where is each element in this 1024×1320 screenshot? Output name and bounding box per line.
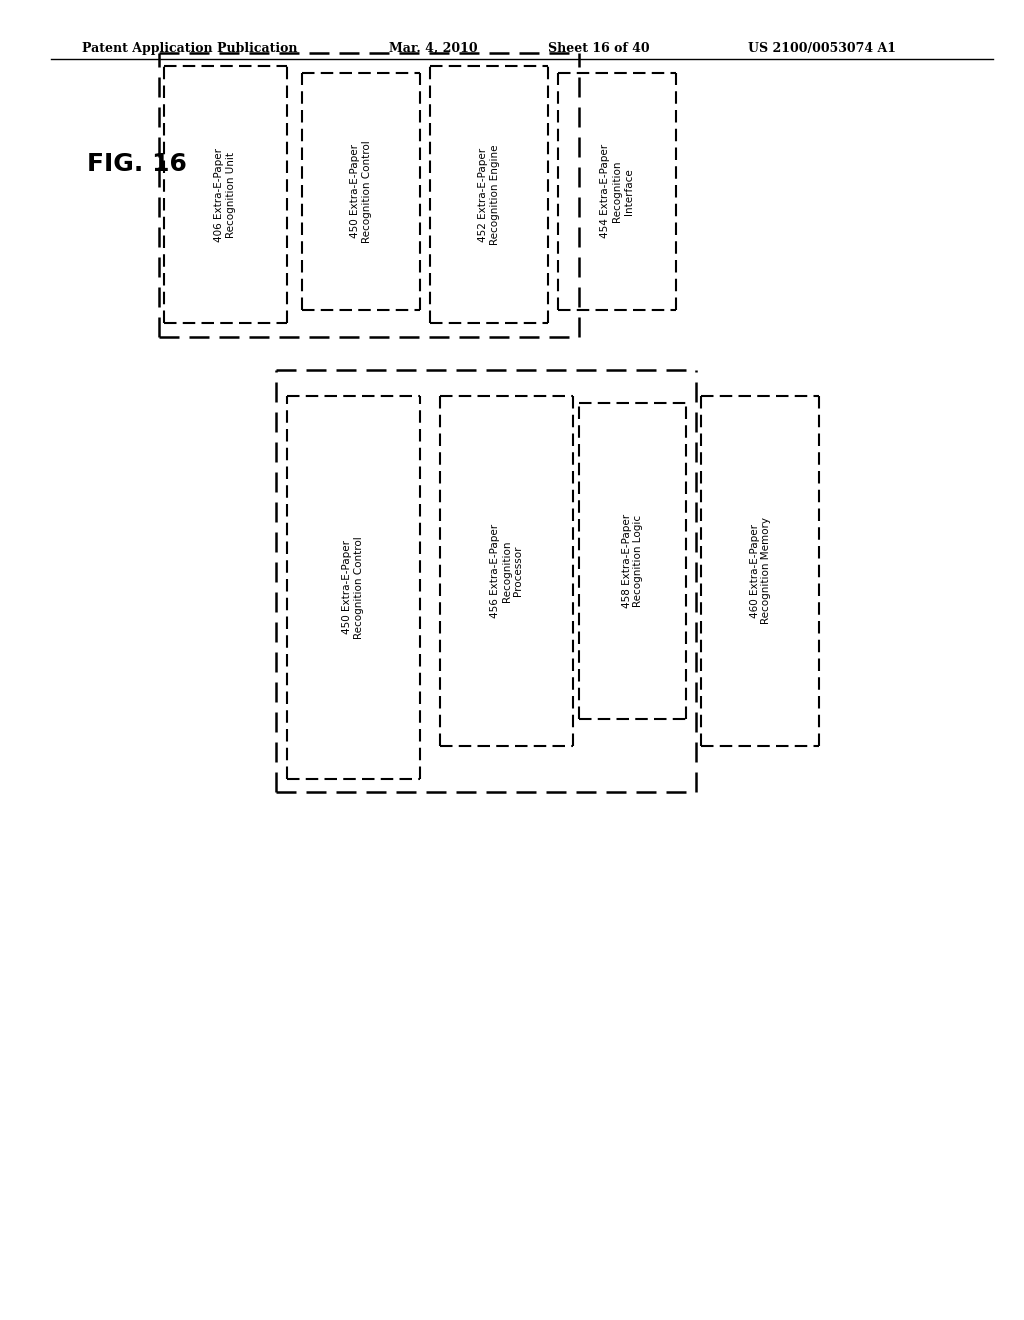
Text: 450 Extra-E-Paper
Recognition Control: 450 Extra-E-Paper Recognition Control	[350, 140, 372, 243]
Text: 460 Extra-E-Paper
Recognition Memory: 460 Extra-E-Paper Recognition Memory	[750, 517, 771, 624]
Text: 406 Extra-E-Paper
Recognition Unit: 406 Extra-E-Paper Recognition Unit	[214, 148, 237, 242]
Text: FIG. 16: FIG. 16	[87, 152, 187, 176]
Text: Sheet 16 of 40: Sheet 16 of 40	[548, 42, 649, 55]
Text: 452 Extra-E-Paper
Recognition Engine: 452 Extra-E-Paper Recognition Engine	[478, 144, 500, 246]
Text: 458 Extra-E-Paper
Recognition Logic: 458 Extra-E-Paper Recognition Logic	[622, 513, 643, 609]
Text: 456 Extra-E-Paper
Recognition
Processor: 456 Extra-E-Paper Recognition Processor	[490, 524, 523, 618]
Text: Mar. 4, 2010: Mar. 4, 2010	[389, 42, 478, 55]
Text: 450 Extra-E-Paper
Recognition Control: 450 Extra-E-Paper Recognition Control	[342, 536, 365, 639]
Text: Patent Application Publication: Patent Application Publication	[82, 42, 297, 55]
Text: 454 Extra-E-Paper
Recognition
Interface: 454 Extra-E-Paper Recognition Interface	[600, 144, 634, 239]
Text: US 2100/0053074 A1: US 2100/0053074 A1	[748, 42, 896, 55]
